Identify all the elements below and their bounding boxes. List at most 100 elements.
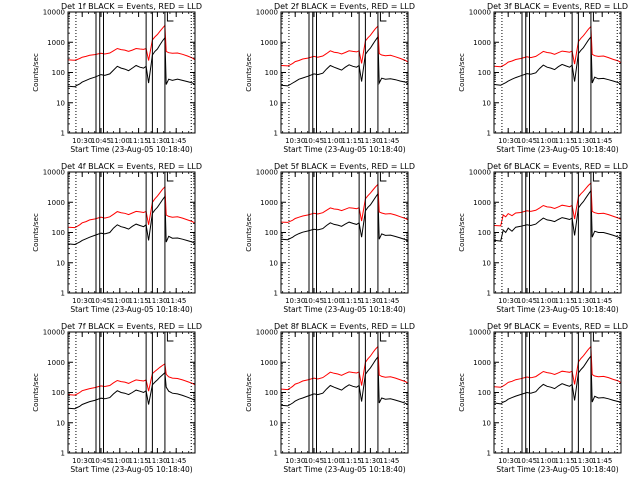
x-tick-label: 11:15 bbox=[129, 137, 149, 145]
plot-frame bbox=[493, 331, 622, 454]
y-tick-label: 1000 bbox=[47, 199, 65, 207]
x-tick-label: 10:45 bbox=[304, 137, 324, 145]
panel-8: 1 10 100 1000 10000 10:3010:4511:0011:1511:30… bbox=[245, 322, 415, 474]
y-tick-label: 100 bbox=[52, 389, 65, 397]
x-tick-label: 11:30 bbox=[147, 137, 167, 145]
x-tick-label: 11:45 bbox=[166, 137, 186, 145]
x-tick-label: 11:30 bbox=[573, 137, 593, 145]
y-axis-label: Counts/sec bbox=[32, 373, 40, 412]
x-tick-label: 11:00 bbox=[110, 137, 130, 145]
panel-2: 1 10 100 1000 10000 10:3010:4511:0011:1511:30… bbox=[245, 2, 415, 154]
series-lld-line bbox=[494, 182, 622, 227]
series-events-line bbox=[494, 189, 622, 242]
x-axis-label: Start Time (23-Aug-05 10:18:40) bbox=[283, 145, 405, 154]
x-axis-label: Start Time (23-Aug-05 10:18:40) bbox=[496, 305, 618, 314]
y-tick-label: 1000 bbox=[473, 39, 491, 47]
y-tick-label: 10 bbox=[56, 419, 65, 427]
x-tick-label: 11:45 bbox=[592, 137, 612, 145]
x-tick-label: 11:00 bbox=[110, 457, 130, 465]
series-events-line bbox=[68, 371, 196, 410]
x-tick-label: 11:45 bbox=[166, 297, 186, 305]
series-events-line bbox=[494, 35, 622, 86]
x-tick-label: 11:45 bbox=[379, 457, 399, 465]
x-tick-label: 11:00 bbox=[323, 297, 343, 305]
x-tick-label: 10:45 bbox=[91, 457, 111, 465]
y-tick-label: 10 bbox=[269, 99, 278, 107]
series-events-line bbox=[281, 192, 409, 242]
plot-frame bbox=[280, 11, 409, 134]
x-tick-label: 10:30 bbox=[498, 457, 518, 465]
x-tick-label: 10:45 bbox=[91, 137, 111, 145]
y-tick-label: 10000 bbox=[469, 329, 491, 337]
y-tick-label: 1000 bbox=[473, 199, 491, 207]
series-lld-line bbox=[494, 345, 622, 388]
panel-title: Det 7f BLACK = Events, RED = LLD bbox=[61, 322, 202, 331]
y-tick-label: 10000 bbox=[256, 169, 278, 177]
panel-1: 1 10 100 1000 10000 10:3010:4511:0011:1511:30… bbox=[32, 2, 202, 154]
y-tick-label: 1 bbox=[487, 130, 491, 138]
y-tick-label: 10 bbox=[482, 419, 491, 427]
panel-9: 1 10 100 1000 10000 10:3010:4511:0011:1511:30… bbox=[458, 322, 628, 474]
panel-7: 1 10 100 1000 10000 10:3010:4511:0011:1511:30… bbox=[32, 322, 202, 474]
plot-frame bbox=[67, 11, 196, 134]
panel-4: 1 10 100 1000 10000 10:3010:4511:0011:1511:30… bbox=[32, 162, 202, 314]
y-tick-label: 10000 bbox=[43, 9, 65, 17]
x-tick-label: 10:30 bbox=[498, 137, 518, 145]
x-tick-label: 11:45 bbox=[379, 297, 399, 305]
y-tick-label: 10000 bbox=[256, 329, 278, 337]
y-tick-label: 10 bbox=[56, 99, 65, 107]
x-tick-label: 10:30 bbox=[72, 297, 92, 305]
y-tick-label: 1 bbox=[274, 450, 278, 458]
x-tick-label: 11:15 bbox=[555, 137, 575, 145]
x-tick-label: 11:30 bbox=[360, 137, 380, 145]
x-tick-label: 11:00 bbox=[323, 137, 343, 145]
y-tick-label: 1000 bbox=[473, 359, 491, 367]
x-axis-label: Start Time (23-Aug-05 10:18:40) bbox=[496, 145, 618, 154]
y-tick-label: 10000 bbox=[43, 329, 65, 337]
panel-title: Det 1f BLACK = Events, RED = LLD bbox=[61, 2, 202, 11]
bracket-marker bbox=[592, 172, 600, 182]
bracket-marker bbox=[592, 12, 600, 22]
x-tick-label: 11:45 bbox=[592, 457, 612, 465]
plot-frame bbox=[493, 11, 622, 134]
x-tick-label: 10:30 bbox=[498, 297, 518, 305]
bracket-marker bbox=[166, 12, 174, 22]
series-lld-line bbox=[68, 185, 196, 229]
x-tick-label: 10:45 bbox=[517, 137, 537, 145]
y-tick-label: 1 bbox=[487, 290, 491, 298]
bracket-marker bbox=[592, 332, 600, 342]
series-lld-line bbox=[281, 345, 409, 391]
y-axis-label: Counts/sec bbox=[458, 373, 466, 412]
x-tick-label: 11:30 bbox=[573, 297, 593, 305]
series-lld-line bbox=[68, 24, 196, 61]
y-tick-label: 1 bbox=[487, 450, 491, 458]
y-tick-label: 10 bbox=[56, 259, 65, 267]
x-tick-label: 11:30 bbox=[360, 457, 380, 465]
x-axis-label: Start Time (23-Aug-05 10:18:40) bbox=[70, 465, 192, 474]
x-tick-label: 10:30 bbox=[285, 297, 305, 305]
x-tick-label: 11:15 bbox=[342, 297, 362, 305]
y-axis-label: Counts/sec bbox=[458, 213, 466, 252]
panel-title: Det 9f BLACK = Events, RED = LLD bbox=[487, 322, 628, 331]
panel-title: Det 4f BLACK = Events, RED = LLD bbox=[61, 162, 202, 171]
y-tick-label: 1 bbox=[274, 130, 278, 138]
bracket-marker bbox=[379, 172, 387, 182]
x-axis-label: Start Time (23-Aug-05 10:18:40) bbox=[283, 305, 405, 314]
panel-title: Det 5f BLACK = Events, RED = LLD bbox=[274, 162, 415, 171]
y-tick-label: 1000 bbox=[260, 199, 278, 207]
x-tick-label: 11:45 bbox=[592, 297, 612, 305]
x-axis-label: Start Time (23-Aug-05 10:18:40) bbox=[496, 465, 618, 474]
x-tick-label: 11:00 bbox=[110, 297, 130, 305]
x-tick-label: 11:30 bbox=[147, 297, 167, 305]
y-tick-label: 10 bbox=[482, 259, 491, 267]
panel-title: Det 6f BLACK = Events, RED = LLD bbox=[487, 162, 628, 171]
y-tick-label: 100 bbox=[478, 229, 491, 237]
y-tick-label: 1 bbox=[61, 450, 65, 458]
series-events-line bbox=[281, 355, 409, 407]
x-tick-label: 10:30 bbox=[72, 457, 92, 465]
x-tick-label: 11:15 bbox=[129, 297, 149, 305]
y-tick-label: 10000 bbox=[469, 169, 491, 177]
y-tick-label: 10 bbox=[269, 259, 278, 267]
y-axis-label: Counts/sec bbox=[245, 53, 253, 92]
